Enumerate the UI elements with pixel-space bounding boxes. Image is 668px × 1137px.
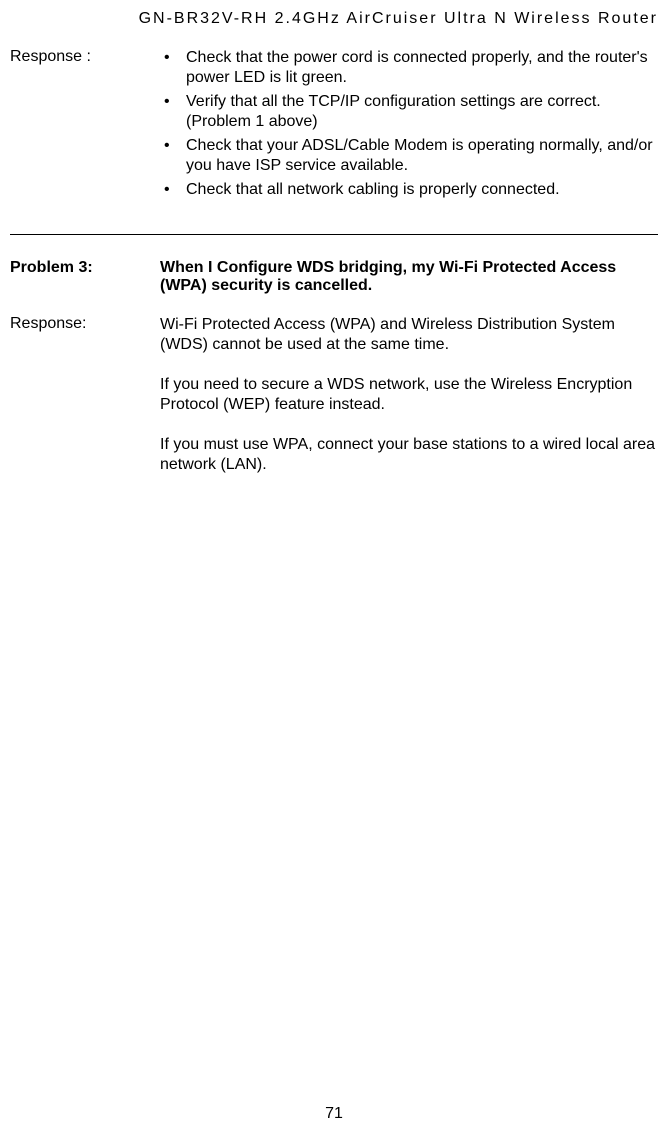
bullet-icon: •	[160, 136, 186, 156]
problem-row: Problem 3: When I Configure WDS bridging…	[10, 259, 658, 295]
response-para: If you must use WPA, connect your base s…	[160, 435, 658, 475]
response-row: Response : • Check that the power cord i…	[10, 48, 658, 204]
bullet-text: Verify that all the TCP/IP configuration…	[186, 92, 658, 132]
bullet-text: Check that your ADSL/Cable Modem is oper…	[186, 136, 658, 176]
header-title: GN-BR32V-RH 2.4GHz AirCruiser Ultra N Wi…	[139, 10, 658, 27]
list-item: • Check that the power cord is connected…	[160, 48, 658, 88]
bullet-text: Check that all network cabling is proper…	[186, 180, 658, 200]
bullet-icon: •	[160, 180, 186, 200]
response-content-2: Wi-Fi Protected Access (WPA) and Wireles…	[160, 315, 658, 495]
list-item: • Check that all network cabling is prop…	[160, 180, 658, 200]
problem-section-3: Problem 3: When I Configure WDS bridging…	[10, 259, 658, 495]
response-label: Response :	[10, 48, 160, 66]
response-label-2: Response:	[10, 315, 160, 333]
response-para: Wi-Fi Protected Access (WPA) and Wireles…	[160, 315, 658, 355]
response-row-2: Response: Wi-Fi Protected Access (WPA) a…	[10, 315, 658, 495]
bullet-icon: •	[160, 92, 186, 112]
response-content: • Check that the power cord is connected…	[160, 48, 658, 204]
page-number: 71	[0, 1105, 668, 1123]
list-item: • Verify that all the TCP/IP configurati…	[160, 92, 658, 132]
response-para: If you need to secure a WDS network, use…	[160, 375, 658, 415]
section-divider	[10, 234, 658, 235]
list-item: • Check that your ADSL/Cable Modem is op…	[160, 136, 658, 176]
response-section-1: Response : • Check that the power cord i…	[10, 48, 658, 204]
bullet-list: • Check that the power cord is connected…	[160, 48, 658, 200]
page-header: GN-BR32V-RH 2.4GHz AirCruiser Ultra N Wi…	[10, 10, 658, 28]
bullet-text: Check that the power cord is connected p…	[186, 48, 658, 88]
problem-text: When I Configure WDS bridging, my Wi-Fi …	[160, 259, 658, 295]
bullet-icon: •	[160, 48, 186, 68]
problem-label: Problem 3:	[10, 259, 160, 277]
